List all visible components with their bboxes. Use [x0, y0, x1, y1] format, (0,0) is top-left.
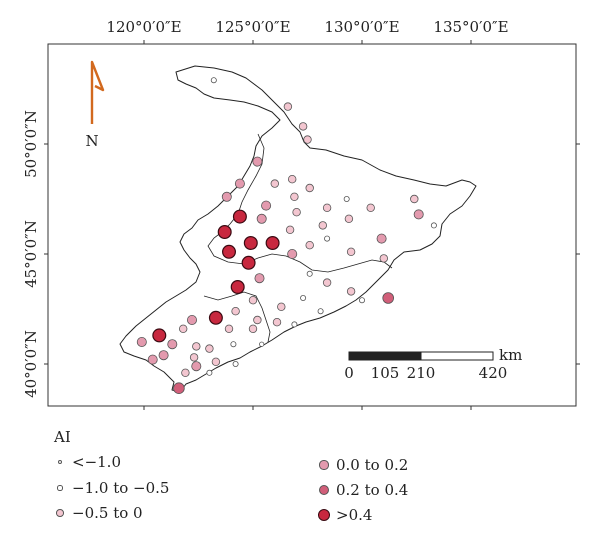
- station-marker: [290, 192, 299, 201]
- station-marker: [167, 339, 178, 350]
- station-marker: [283, 102, 293, 111]
- station-marker: [270, 179, 279, 188]
- scale-unit: km: [499, 346, 522, 364]
- station-marker: [222, 244, 237, 259]
- scale-label: 210: [407, 364, 436, 382]
- station-marker: [344, 214, 354, 223]
- station-marker: [253, 315, 262, 325]
- station-marker: [230, 341, 237, 348]
- north-arrow: N: [85, 60, 105, 150]
- province-boundary: [207, 133, 393, 273]
- station-marker: [181, 368, 190, 377]
- station-marker: [292, 207, 301, 217]
- lon-tick-label: 125°0′0″E: [215, 18, 290, 36]
- station-marker: [232, 360, 239, 367]
- station-marker: [256, 213, 267, 224]
- map-frame: [47, 43, 577, 407]
- station-marker: [305, 183, 314, 193]
- station-marker: [343, 195, 350, 202]
- station-marker: [254, 273, 265, 284]
- lon-tick-label: 135°0′0″E: [433, 18, 508, 36]
- station-marker: [366, 203, 375, 212]
- scale-label: 420: [479, 364, 508, 382]
- station-marker: [288, 174, 297, 184]
- station-marker: [217, 225, 232, 240]
- station-marker: [147, 354, 158, 365]
- province-boundary: [203, 291, 271, 343]
- station-marker: [322, 278, 332, 287]
- station-marker: [232, 209, 247, 224]
- station-marker: [241, 255, 256, 270]
- station-marker: [234, 178, 245, 189]
- lon-tick-label: 130°0′0″E: [324, 18, 399, 36]
- scale-label: 105: [371, 364, 400, 382]
- station-marker: [231, 307, 240, 316]
- station-marker: [259, 341, 265, 347]
- station-marker: [191, 361, 202, 372]
- station-marker: [272, 318, 282, 327]
- scale-bar: 0 105 210 420 km: [344, 346, 522, 382]
- lat-tick-label: 50°0′0″N: [22, 110, 40, 178]
- station-marker: [186, 314, 197, 325]
- station-layer: [136, 77, 437, 395]
- station-marker: [206, 369, 213, 376]
- station-marker: [192, 342, 201, 351]
- station-marker: [430, 222, 437, 229]
- station-marker: [221, 191, 232, 202]
- north-label: N: [85, 132, 98, 150]
- station-marker: [208, 310, 223, 325]
- station-marker: [178, 324, 188, 333]
- station-marker: [322, 203, 332, 212]
- station-marker: [261, 200, 272, 211]
- station-marker: [300, 294, 307, 301]
- station-marker: [265, 236, 280, 251]
- lon-tick-label: 120°0′0″E: [106, 18, 181, 36]
- station-marker: [306, 270, 313, 277]
- station-marker: [136, 336, 147, 347]
- station-marker: [298, 122, 308, 131]
- station-marker: [287, 248, 298, 259]
- station-marker: [210, 77, 217, 84]
- lat-tick-label: 45°0′0″N: [22, 220, 40, 288]
- station-marker: [205, 344, 214, 353]
- station-marker: [303, 135, 312, 144]
- station-marker: [346, 287, 356, 296]
- station-marker: [291, 321, 298, 328]
- station-marker: [243, 236, 258, 251]
- scale-label: 0: [344, 364, 354, 382]
- scale-segment-light: [420, 351, 494, 361]
- station-marker: [410, 194, 419, 204]
- lat-tick-label: 40°0′0″N: [22, 330, 40, 398]
- station-marker: [346, 247, 356, 256]
- station-marker: [252, 156, 263, 167]
- station-marker: [230, 280, 245, 295]
- station-marker: [189, 353, 199, 362]
- station-marker: [173, 382, 185, 395]
- station-marker: [382, 292, 395, 304]
- station-marker: [248, 296, 258, 305]
- station-marker: [305, 240, 314, 250]
- station-marker: [318, 221, 327, 230]
- station-marker: [358, 297, 365, 304]
- north-arrow-icon: [90, 60, 105, 124]
- station-marker: [224, 324, 234, 333]
- station-marker: [211, 357, 221, 366]
- station-marker: [376, 233, 387, 244]
- station-marker: [413, 209, 424, 220]
- station-marker: [324, 235, 331, 242]
- station-marker: [158, 350, 169, 361]
- station-marker: [248, 324, 258, 333]
- station-marker: [317, 308, 324, 315]
- station-marker: [277, 302, 286, 311]
- scale-segment-dark: [348, 351, 422, 361]
- station-marker: [379, 254, 388, 263]
- station-marker: [152, 328, 167, 343]
- station-marker: [285, 225, 295, 234]
